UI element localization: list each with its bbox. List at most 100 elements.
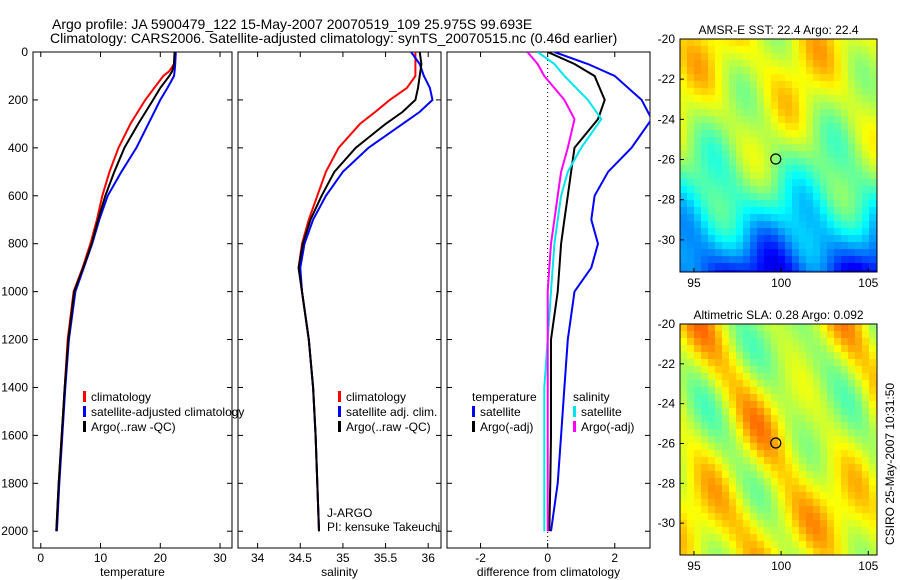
- map-cell: [771, 324, 778, 331]
- map-cell: [687, 67, 694, 74]
- series-Argo: [297, 52, 423, 532]
- map-cell: [708, 436, 715, 443]
- map-cell: [869, 492, 876, 499]
- map-cell: [869, 401, 876, 408]
- map-cell: [750, 359, 757, 366]
- map-cell: [785, 415, 792, 422]
- map-cell: [806, 464, 813, 471]
- map-cell: [743, 436, 750, 443]
- map-cell: [827, 338, 834, 345]
- map-cell: [708, 331, 715, 338]
- map-cell: [799, 429, 806, 436]
- map-cell: [862, 324, 869, 331]
- map-cell: [736, 102, 743, 109]
- map-cell: [680, 193, 687, 200]
- series-salinity-satellite: [537, 52, 603, 532]
- map-cell: [687, 485, 694, 492]
- map-cell: [694, 436, 701, 443]
- map-cell: [869, 60, 876, 67]
- map-cell: [729, 151, 736, 158]
- map-cell: [708, 242, 715, 249]
- map-cell: [841, 485, 848, 492]
- map-cell: [722, 541, 729, 548]
- map-cell: [757, 429, 764, 436]
- y-tick-label: 1000: [1, 285, 28, 299]
- map-cell: [729, 436, 736, 443]
- map-cell: [820, 242, 827, 249]
- map-cell: [694, 130, 701, 137]
- map-cell: [827, 60, 834, 67]
- map-cell: [785, 394, 792, 401]
- map-cell: [680, 506, 687, 513]
- map-cell: [750, 151, 757, 158]
- map-cell: [813, 422, 820, 429]
- map-cell: [869, 88, 876, 95]
- map-cell: [687, 39, 694, 46]
- map-cell: [757, 116, 764, 123]
- map-cell: [848, 534, 855, 541]
- map-cell: [757, 235, 764, 242]
- map-cell: [869, 109, 876, 116]
- map-cell: [855, 165, 862, 172]
- map-cell: [736, 534, 743, 541]
- map-cell: [750, 88, 757, 95]
- map-cell: [785, 527, 792, 534]
- map-cell: [722, 242, 729, 249]
- map-cell: [869, 422, 876, 429]
- map-cell: [757, 408, 764, 415]
- map-cell: [813, 359, 820, 366]
- map-cell: [813, 415, 820, 422]
- map-cell: [862, 242, 869, 249]
- map-cell: [736, 352, 743, 359]
- map-cell: [862, 429, 869, 436]
- map-cell: [785, 471, 792, 478]
- map-cell: [827, 492, 834, 499]
- map-cell: [855, 324, 862, 331]
- map-cell: [736, 380, 743, 387]
- map-cell: [687, 95, 694, 102]
- map-cell: [708, 457, 715, 464]
- map-cell: [715, 520, 722, 527]
- map-cell: [820, 324, 827, 331]
- map-cell: [694, 67, 701, 74]
- map-cell: [694, 520, 701, 527]
- map-cell: [785, 492, 792, 499]
- map-cell: [722, 256, 729, 263]
- map-cell: [715, 67, 722, 74]
- map-cell: [869, 513, 876, 520]
- map-cell: [785, 207, 792, 214]
- map-cell: [750, 471, 757, 478]
- map-cell: [743, 485, 750, 492]
- map-cell: [722, 408, 729, 415]
- map-cell: [820, 401, 827, 408]
- map-cell: [715, 345, 722, 352]
- map-cell: [806, 46, 813, 53]
- map-cell: [750, 228, 757, 235]
- map-cell: [757, 492, 764, 499]
- map-cell: [841, 116, 848, 123]
- map-cell: [764, 193, 771, 200]
- legend-label: Argo(..raw -QC): [91, 420, 176, 434]
- map-cell: [820, 74, 827, 81]
- map-cell: [792, 95, 799, 102]
- map-cell: [771, 256, 778, 263]
- map-cell: [722, 345, 729, 352]
- map-cell: [757, 513, 764, 520]
- map-cell: [869, 520, 876, 527]
- map-cell: [785, 485, 792, 492]
- map-cell: [813, 457, 820, 464]
- map-cell: [729, 499, 736, 506]
- map-cell: [680, 450, 687, 457]
- map-cell: [764, 88, 771, 95]
- map-cell: [806, 478, 813, 485]
- map-cell: [799, 373, 806, 380]
- map-cell: [820, 172, 827, 179]
- map-cell: [743, 324, 750, 331]
- map-cell: [827, 429, 834, 436]
- map-cell: [855, 366, 862, 373]
- map-cell: [764, 102, 771, 109]
- map-cell: [687, 214, 694, 221]
- map-cell: [834, 74, 841, 81]
- map-cell: [743, 541, 750, 548]
- map-cell: [792, 450, 799, 457]
